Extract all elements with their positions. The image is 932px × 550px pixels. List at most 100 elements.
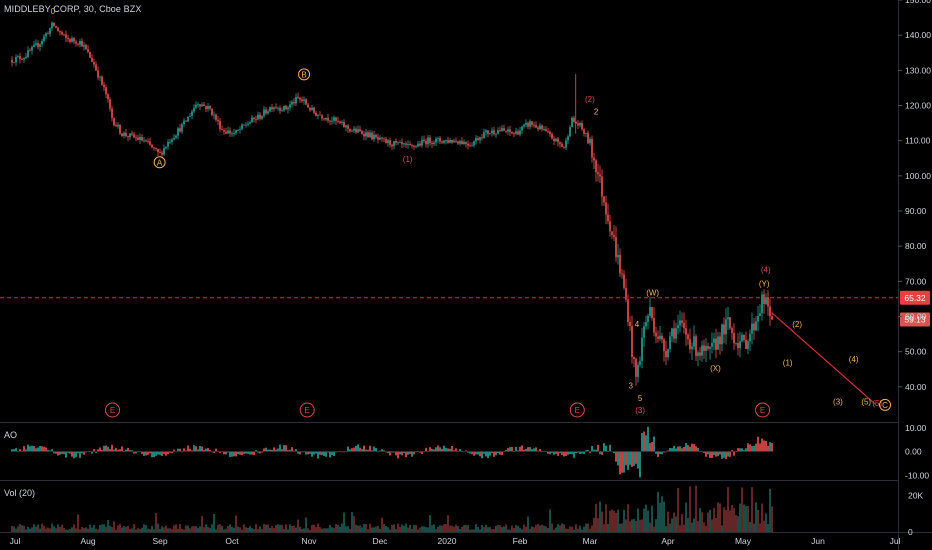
volume-bar bbox=[437, 526, 439, 532]
ao-bar bbox=[241, 451, 243, 456]
candle-body bbox=[555, 138, 557, 142]
volume-bar bbox=[315, 526, 317, 532]
ao-bar bbox=[571, 451, 573, 455]
candle-body bbox=[573, 117, 575, 122]
candle-body bbox=[495, 133, 497, 135]
candle-body bbox=[83, 45, 85, 47]
candle-body bbox=[109, 99, 111, 109]
candle-body bbox=[383, 138, 385, 140]
volume-bar bbox=[223, 529, 225, 532]
ao-bar bbox=[651, 442, 653, 452]
ao-bar bbox=[457, 451, 459, 453]
candle-body bbox=[675, 328, 677, 339]
ao-bar bbox=[583, 451, 585, 455]
volume-bar bbox=[131, 528, 133, 532]
candle-body bbox=[477, 138, 479, 141]
volume-bar bbox=[687, 518, 689, 532]
volume-bar bbox=[21, 525, 23, 532]
ao-bar bbox=[667, 450, 669, 452]
volume-bar bbox=[275, 524, 277, 532]
candle-body bbox=[209, 106, 211, 109]
wave-label: (3) bbox=[833, 397, 843, 406]
volume-bar bbox=[421, 526, 423, 532]
volume-bar bbox=[673, 512, 675, 532]
volume-bar bbox=[255, 524, 257, 532]
wave-label: (W) bbox=[646, 288, 659, 297]
volume-bar bbox=[751, 487, 753, 532]
candle-body bbox=[439, 138, 441, 142]
volume-bar bbox=[371, 527, 373, 532]
volume-bar bbox=[397, 523, 399, 532]
ao-bar bbox=[185, 450, 187, 452]
ao-bar bbox=[121, 446, 123, 452]
ao-bar bbox=[353, 447, 355, 452]
candle-body bbox=[637, 364, 639, 377]
candle-body bbox=[489, 133, 491, 135]
ao-bar bbox=[399, 451, 401, 455]
ao-bar bbox=[671, 448, 673, 452]
volume-bar bbox=[15, 528, 17, 532]
candle-body bbox=[569, 127, 571, 137]
volume-bar bbox=[735, 515, 737, 532]
candle-body bbox=[431, 142, 433, 145]
volume-bar bbox=[339, 526, 341, 532]
volume-bar bbox=[135, 529, 137, 532]
volume-bar bbox=[247, 527, 249, 532]
volume-bar bbox=[117, 525, 119, 532]
volume-bar bbox=[411, 528, 413, 532]
candle-body bbox=[139, 136, 141, 141]
candle-body bbox=[25, 56, 27, 59]
wave-label: A bbox=[157, 158, 163, 167]
ao-bar bbox=[563, 451, 565, 457]
candle-body bbox=[491, 130, 493, 134]
volume-bar bbox=[325, 528, 327, 532]
ao-bar bbox=[119, 449, 121, 452]
ao-bar bbox=[157, 451, 159, 455]
candle-body bbox=[135, 137, 137, 139]
ao-bar bbox=[743, 450, 745, 452]
ao-tick-label: -10.00 bbox=[905, 470, 929, 480]
volume-bar bbox=[321, 528, 323, 532]
candle-body bbox=[173, 137, 175, 140]
ao-bar bbox=[283, 445, 285, 452]
volume-bar bbox=[517, 525, 519, 532]
volume-bar bbox=[679, 525, 681, 532]
candle-body bbox=[387, 140, 389, 143]
candle-body bbox=[81, 41, 83, 47]
volume-bar bbox=[697, 521, 699, 532]
ao-bar bbox=[281, 449, 283, 452]
ao-bar bbox=[255, 450, 257, 452]
volume-bar bbox=[621, 523, 623, 532]
candle-body bbox=[567, 136, 569, 141]
candle-body bbox=[331, 120, 333, 122]
ao-bar bbox=[313, 451, 315, 455]
candle-body bbox=[543, 129, 545, 130]
volume-bar bbox=[715, 518, 717, 532]
ao-bar bbox=[415, 451, 417, 453]
volume-bar bbox=[267, 524, 269, 532]
volume-bar bbox=[577, 528, 579, 532]
earnings-marker bbox=[104, 402, 120, 418]
volume-bar bbox=[581, 529, 583, 532]
volume-bar bbox=[623, 510, 625, 532]
volume-bar bbox=[147, 528, 149, 532]
volume-pane-label: Vol (20) bbox=[4, 488, 36, 498]
ao-bar bbox=[727, 451, 729, 457]
candle-body bbox=[741, 334, 743, 342]
volume-bar bbox=[739, 503, 741, 532]
candle-body bbox=[23, 58, 25, 60]
volume-bar bbox=[365, 523, 367, 532]
volume-bar bbox=[685, 502, 687, 532]
ao-bar bbox=[599, 451, 601, 455]
volume-bar bbox=[287, 529, 289, 532]
ao-bar bbox=[245, 451, 247, 454]
volume-bar bbox=[137, 528, 139, 532]
candle-body bbox=[455, 140, 457, 142]
volume-bar bbox=[395, 529, 397, 532]
candle-body bbox=[381, 137, 383, 139]
ao-bar bbox=[69, 451, 71, 454]
ao-bar bbox=[465, 450, 467, 452]
volume-bar bbox=[47, 527, 49, 532]
ao-bar bbox=[195, 446, 197, 452]
